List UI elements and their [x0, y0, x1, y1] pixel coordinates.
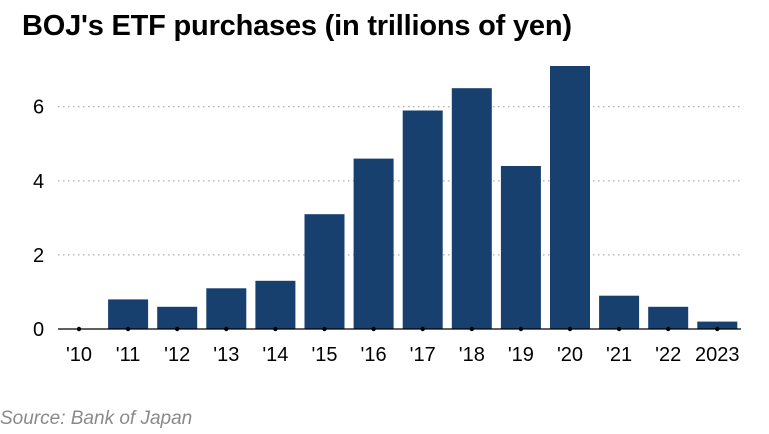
x-tick-mark	[273, 326, 278, 332]
x-tick-label: '20	[557, 344, 583, 366]
x-tick-label: '10	[66, 344, 92, 366]
bar	[304, 214, 345, 329]
bar	[648, 306, 689, 329]
x-tick-mark	[616, 326, 622, 332]
x-tick-label: '11	[116, 344, 141, 366]
x-tick-label: '15	[311, 344, 337, 366]
bar	[550, 66, 590, 329]
x-tick-label: '16	[361, 344, 387, 366]
x-tick-mark	[469, 326, 474, 332]
x-tick-mark	[224, 326, 229, 332]
x-tick-mark	[322, 326, 327, 332]
y-tick-label: 4	[33, 171, 44, 193]
x-tick-label: 2023	[695, 344, 740, 366]
x-tick-mark	[715, 326, 720, 332]
bar	[353, 158, 394, 329]
bar	[451, 88, 492, 329]
x-tick-label: '21	[606, 344, 632, 366]
x-axis-tick-labels: '10 '11 '12 '13 '14 '15 '16 '17 '18 '19 '20 '21 '22 2…	[66, 344, 740, 366]
bar	[402, 110, 443, 329]
x-tick-label: '22	[655, 344, 681, 366]
y-tick-label: 2	[33, 245, 44, 267]
bar	[157, 306, 198, 329]
x-tick-mark	[666, 326, 671, 332]
x-tick-mark	[371, 326, 376, 332]
x-tick-mark	[76, 326, 82, 332]
x-tick-mark	[518, 326, 524, 332]
y-tick-label: 0	[33, 319, 44, 341]
bar	[108, 299, 149, 329]
x-tick-mark	[420, 326, 425, 332]
x-tick-label: '19	[508, 344, 534, 366]
bar	[697, 321, 738, 329]
y-tick-label: 6	[33, 97, 44, 119]
bar	[206, 288, 247, 329]
bar	[500, 166, 541, 329]
bar	[599, 295, 640, 329]
x-tick-label: '17	[410, 344, 436, 366]
chart-title: BOJ's ETF purchases (in trillions of yen…	[22, 10, 572, 42]
x-tick-label: '14	[262, 344, 288, 366]
bar	[255, 280, 296, 329]
x-tick-label: '18	[459, 344, 485, 366]
x-axis	[58, 326, 741, 332]
x-tick-mark	[125, 326, 131, 332]
x-tick-mark	[567, 326, 573, 332]
x-tick-mark	[175, 326, 180, 332]
grid-lines	[58, 106, 741, 256]
source-note: Source: Bank of Japan	[0, 408, 193, 429]
y-axis-tick-labels: 0 2 4 6	[33, 97, 44, 341]
x-tick-label: '12	[164, 344, 190, 366]
bars	[108, 66, 738, 329]
x-tick-label: '13	[213, 344, 239, 366]
